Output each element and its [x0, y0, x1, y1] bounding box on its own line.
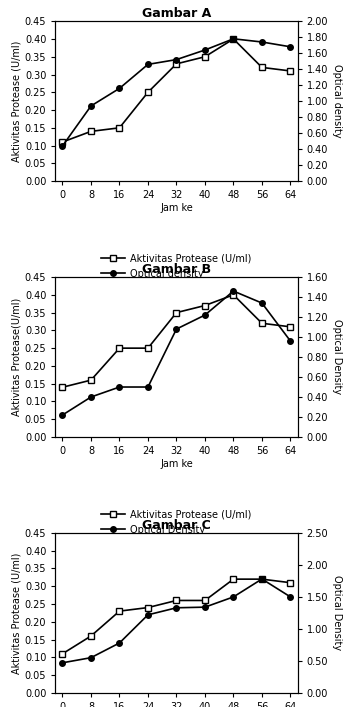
Legend: Aktivitas Protease (U/ml), Optical Density: Aktivitas Protease (U/ml), Optical Densi…: [97, 506, 256, 539]
Title: Gambar B: Gambar B: [142, 263, 211, 276]
Title: Gambar C: Gambar C: [142, 519, 211, 532]
Legend: Aktivitas Protease (U/ml), Optical density: Aktivitas Protease (U/ml), Optical densi…: [97, 250, 256, 283]
Y-axis label: Optical Density: Optical Density: [332, 320, 342, 395]
Y-axis label: Optical Density: Optical Density: [333, 575, 343, 650]
Title: Gambar A: Gambar A: [142, 7, 211, 20]
Y-axis label: Aktivitas Protease (U/ml): Aktivitas Protease (U/ml): [12, 40, 22, 162]
X-axis label: Jam ke: Jam ke: [160, 203, 193, 213]
Y-axis label: Aktivitas Protease (U/ml): Aktivitas Protease (U/ml): [12, 552, 22, 674]
X-axis label: Jam ke: Jam ke: [160, 459, 193, 469]
Y-axis label: Aktivitas Protease(U/ml): Aktivitas Protease(U/ml): [12, 298, 22, 416]
Y-axis label: Optical density: Optical density: [332, 64, 342, 138]
